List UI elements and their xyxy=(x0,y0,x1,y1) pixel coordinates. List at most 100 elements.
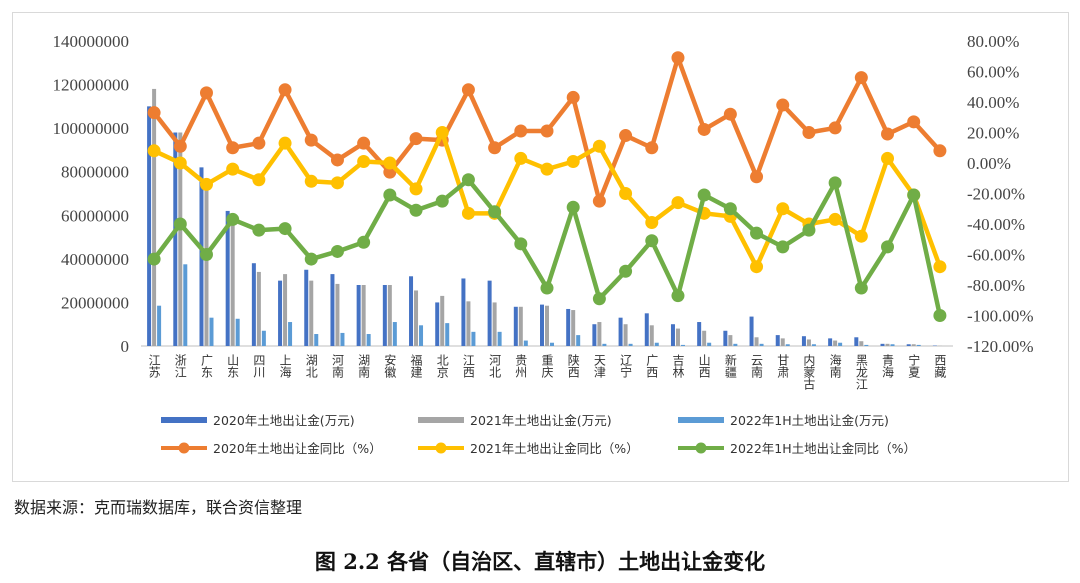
line-series-2 xyxy=(147,173,947,322)
line-point xyxy=(252,136,266,150)
bar xyxy=(623,324,628,346)
bar xyxy=(906,344,911,346)
legend-swatch xyxy=(161,417,207,423)
line-point xyxy=(488,141,502,155)
right-axis-tick-label: -20.00% xyxy=(967,185,1025,204)
legend-item: 2020年土地出让金(万元) xyxy=(161,413,355,428)
line-point xyxy=(592,292,606,306)
line-point xyxy=(226,212,240,226)
bar xyxy=(571,310,576,346)
bar xyxy=(566,308,571,346)
legend-item: 2020年土地出让金同比（%） xyxy=(161,441,382,456)
category-label: 上海 xyxy=(278,354,292,378)
left-axis-tick-label: 20000000 xyxy=(61,293,129,312)
right-axis-tick-label: -80.00% xyxy=(967,276,1025,295)
line-point xyxy=(907,188,921,202)
bar xyxy=(314,334,319,346)
line-point xyxy=(907,115,921,129)
line-point xyxy=(199,248,213,261)
line-point xyxy=(304,252,318,266)
line-point xyxy=(802,223,816,237)
line-point xyxy=(173,156,187,170)
line-point xyxy=(645,215,659,229)
bar xyxy=(471,331,476,346)
bar xyxy=(335,283,340,346)
line-point xyxy=(828,212,842,226)
category-label: 新疆 xyxy=(723,353,737,378)
category-label: 北京 xyxy=(435,354,449,379)
category-label: 湖北 xyxy=(304,353,318,379)
bar xyxy=(251,263,256,346)
bar xyxy=(576,335,581,346)
category-label: 重庆 xyxy=(540,354,554,378)
bar xyxy=(230,215,235,346)
bar xyxy=(702,330,707,346)
bar xyxy=(523,340,528,346)
line-point xyxy=(330,176,344,190)
bar xyxy=(209,317,214,346)
bar xyxy=(204,180,209,346)
bar xyxy=(785,344,790,346)
line-point xyxy=(173,139,187,153)
bar xyxy=(854,337,859,346)
bar xyxy=(435,302,440,346)
right-axis-tick-label: -60.00% xyxy=(967,246,1025,265)
right-axis-ticks: -120.00% -100.00% -80.00% -60.00% -40.00% -20… xyxy=(967,32,1034,356)
bar xyxy=(759,343,764,346)
line-point xyxy=(592,194,606,208)
bar xyxy=(387,285,392,346)
bar xyxy=(545,305,549,346)
line-point xyxy=(383,156,397,170)
bar xyxy=(828,338,833,346)
bar xyxy=(880,343,885,346)
line-point xyxy=(147,252,161,266)
bar xyxy=(780,338,785,346)
bar xyxy=(157,305,162,346)
line-point xyxy=(619,129,633,143)
bar xyxy=(288,322,293,346)
line-point xyxy=(723,107,737,121)
category-label: 黑龙江 xyxy=(854,354,868,390)
line-point xyxy=(776,202,790,216)
line-point xyxy=(881,240,895,254)
line-point xyxy=(147,144,161,158)
bar xyxy=(256,271,261,346)
series-line xyxy=(153,130,943,269)
bar xyxy=(366,334,371,346)
line-point xyxy=(540,124,554,138)
line-point xyxy=(750,226,764,240)
bar xyxy=(309,280,314,346)
line-point xyxy=(723,202,737,216)
source-note: 数据来源：克而瑞数据库，联合资信整理 xyxy=(14,498,303,517)
left-axis-ticks: 0 20000000 40000000 60000000 80000000 1000000… xyxy=(53,32,130,356)
line-point xyxy=(514,151,528,165)
bar xyxy=(749,316,754,346)
bar xyxy=(278,280,283,346)
line-point xyxy=(226,141,240,155)
category-label: 云南 xyxy=(750,354,764,378)
legend-item: 2022年1H土地出让金同比（%） xyxy=(678,441,916,456)
bar xyxy=(864,344,869,346)
bar xyxy=(697,322,702,346)
line-point xyxy=(671,289,685,303)
line-point xyxy=(357,154,371,168)
bar xyxy=(597,322,602,346)
line-point xyxy=(881,127,895,141)
category-label: 山东 xyxy=(226,354,240,378)
bar xyxy=(754,337,759,346)
line-point xyxy=(304,133,318,147)
line-point xyxy=(933,260,947,274)
line-point xyxy=(671,51,685,65)
category-label: 贵州 xyxy=(514,354,528,378)
bar xyxy=(183,264,188,346)
bar xyxy=(466,301,471,346)
category-label: 湖南 xyxy=(357,353,371,378)
legend-marker xyxy=(695,442,707,454)
bar xyxy=(680,344,685,346)
line-point xyxy=(278,136,292,150)
bar xyxy=(728,335,733,346)
legend: 2020年土地出让金(万元) 2021年土地出让金(万元) 2022年1H土地出让金… xyxy=(161,413,916,456)
legend-swatch xyxy=(418,417,464,423)
category-label: 广西 xyxy=(645,354,659,378)
legend-marker xyxy=(178,442,190,454)
